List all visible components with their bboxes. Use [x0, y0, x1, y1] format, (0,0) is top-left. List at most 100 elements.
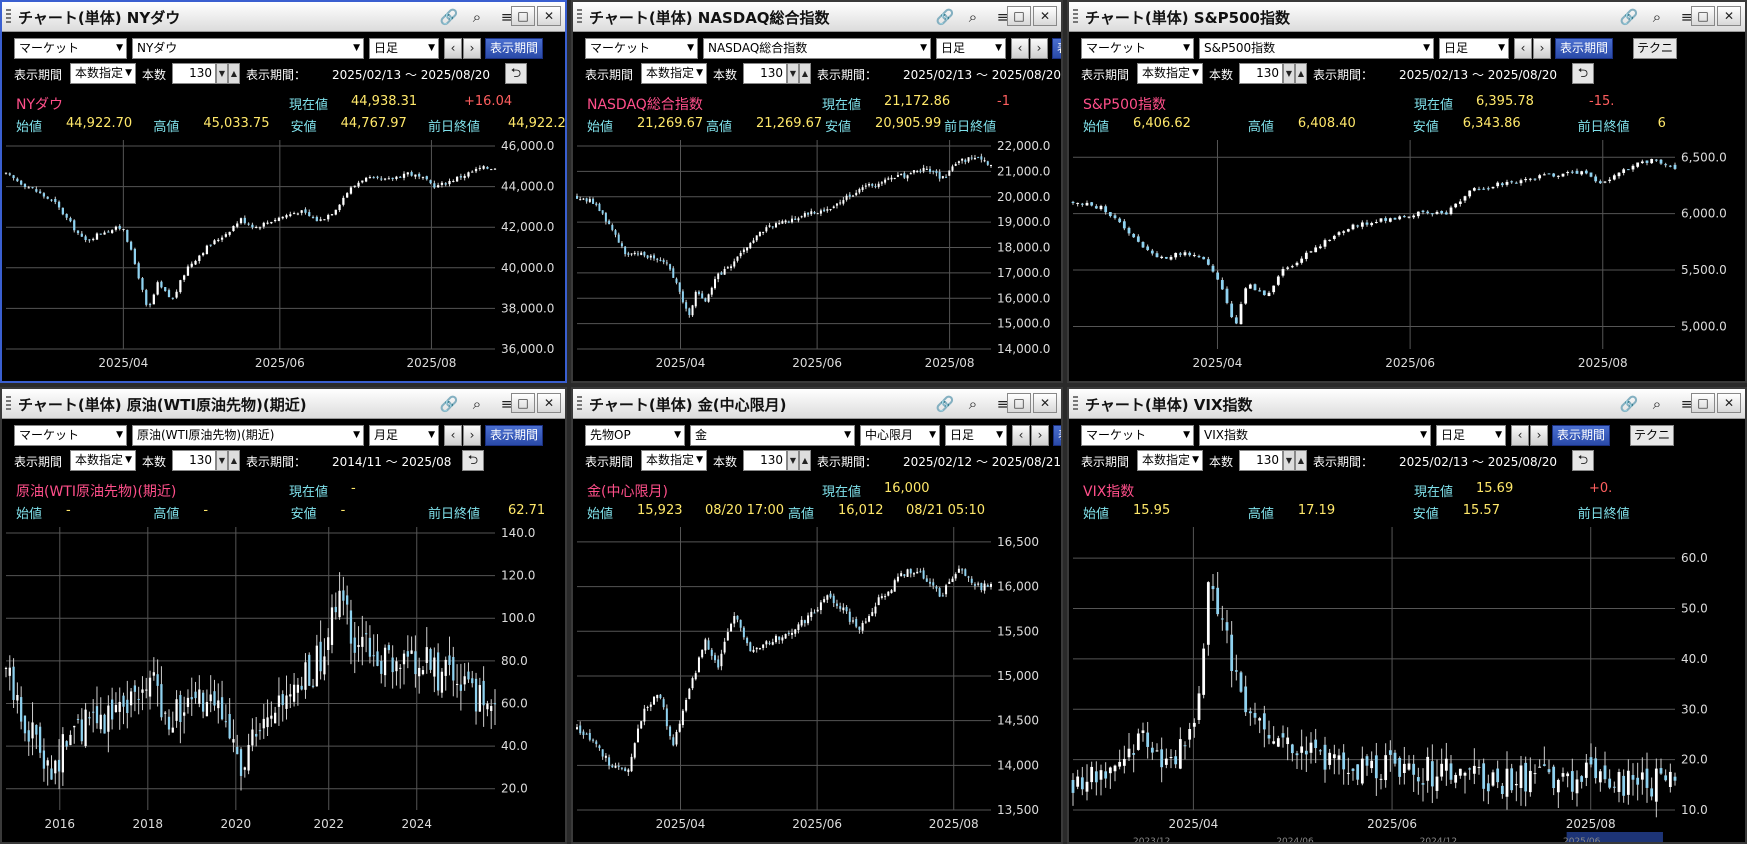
- symbol-select[interactable]: VIX指数 ▼: [1199, 425, 1431, 446]
- next-period-button[interactable]: ›: [1530, 425, 1548, 446]
- menu-icon[interactable]: ≡: [996, 8, 1010, 26]
- count-input[interactable]: 130: [172, 450, 216, 471]
- link-icon[interactable]: 🔗: [1619, 8, 1639, 26]
- count-input[interactable]: 130: [1239, 63, 1283, 84]
- panel-titlebar[interactable]: チャート(単体) NASDAQ総合指数 🔗 ⌕ ≡ □ ✕: [573, 2, 1061, 32]
- next-period-button[interactable]: ›: [1533, 38, 1551, 59]
- period-button[interactable]: 表示期間: [485, 425, 544, 446]
- count-down-icon[interactable]: ▼: [787, 450, 799, 471]
- period-mode-select[interactable]: 本数指定 ▼: [70, 450, 136, 471]
- prev-period-button[interactable]: ‹: [1012, 425, 1030, 446]
- price-chart[interactable]: 36,000.0 38,000.0 40,000.0 42,000.0 44,000.0…: [2, 140, 565, 381]
- count-input[interactable]: 130: [743, 450, 787, 471]
- count-up-icon[interactable]: ▲: [799, 450, 811, 471]
- period-button[interactable]: 表示期間: [1552, 425, 1611, 446]
- interval-select[interactable]: 日足 ▼: [945, 425, 1007, 446]
- count-down-icon[interactable]: ▼: [787, 63, 799, 84]
- refresh-icon[interactable]: ⮌: [1572, 63, 1594, 84]
- close-icon[interactable]: ✕: [1717, 393, 1741, 413]
- market-select[interactable]: マーケット ▼: [1081, 38, 1194, 59]
- period-mode-select[interactable]: 本数指定 ▼: [641, 63, 707, 84]
- menu-icon[interactable]: ≡: [1680, 395, 1694, 413]
- price-chart[interactable]: 5,000.0 5,500.0 6,000.0 6,500.0 2025/04 2025/…: [1069, 140, 1745, 381]
- price-chart[interactable]: 10.0 20.0 30.0 40.0 50.0 60.0 2025/04 2025/06 20…: [1069, 527, 1745, 842]
- period-mode-select[interactable]: 本数指定 ▼: [641, 450, 707, 471]
- panel-titlebar[interactable]: チャート(単体) NYダウ 🔗 ⌕ ≡ □ ✕: [2, 2, 565, 32]
- count-up-icon[interactable]: ▲: [228, 450, 240, 471]
- restore-icon[interactable]: □: [511, 393, 535, 413]
- prev-period-button[interactable]: ‹: [444, 38, 462, 59]
- panel-titlebar[interactable]: チャート(単体) VIX指数 🔗 ⌕ ≡ □ ✕: [1069, 389, 1745, 419]
- interval-select[interactable]: 月足 ▼: [369, 425, 439, 446]
- close-icon[interactable]: ✕: [537, 393, 561, 413]
- interval-select[interactable]: 日足 ▼: [936, 38, 1006, 59]
- search-icon[interactable]: ⌕: [472, 395, 482, 413]
- symbol-select[interactable]: NYダウ ▼: [132, 38, 364, 59]
- count-down-icon[interactable]: ▼: [1283, 63, 1295, 84]
- technical-button[interactable]: テクニ: [1630, 425, 1675, 446]
- period-button[interactable]: 表示期間: [1555, 38, 1614, 59]
- refresh-icon[interactable]: ⮌: [1572, 450, 1594, 471]
- menu-icon[interactable]: ≡: [996, 395, 1010, 413]
- restore-icon[interactable]: □: [511, 6, 535, 26]
- count-input[interactable]: 130: [172, 63, 216, 84]
- next-period-button[interactable]: ›: [463, 38, 481, 59]
- drag-grip-icon[interactable]: [1073, 9, 1078, 25]
- search-icon[interactable]: ⌕: [472, 8, 482, 26]
- link-icon[interactable]: 🔗: [439, 395, 459, 413]
- drag-grip-icon[interactable]: [577, 396, 582, 412]
- interval-select[interactable]: 日足 ▼: [1436, 425, 1506, 446]
- count-up-icon[interactable]: ▲: [1295, 63, 1307, 84]
- drag-grip-icon[interactable]: [577, 9, 582, 25]
- contract-select[interactable]: 中心限月 ▼: [860, 425, 940, 446]
- next-period-button[interactable]: ›: [463, 425, 481, 446]
- close-icon[interactable]: ✕: [1033, 6, 1057, 26]
- prev-period-button[interactable]: ‹: [1514, 38, 1532, 59]
- restore-icon[interactable]: □: [1691, 6, 1715, 26]
- symbol-select[interactable]: 金 ▼: [690, 425, 855, 446]
- symbol-select[interactable]: NASDAQ総合指数 ▼: [703, 38, 931, 59]
- count-down-icon[interactable]: ▼: [216, 63, 228, 84]
- menu-icon[interactable]: ≡: [500, 395, 514, 413]
- link-icon[interactable]: 🔗: [1619, 395, 1639, 413]
- next-period-button[interactable]: ›: [1031, 425, 1049, 446]
- close-icon[interactable]: ✕: [1717, 6, 1741, 26]
- price-chart[interactable]: 20.0 40.0 60.0 80.0 100.0 120.0 140.0 2016 2018 2…: [2, 527, 565, 842]
- price-chart[interactable]: 14,000.0 15,000.0 16,000.0 17,000.0 18,000.0…: [573, 140, 1061, 381]
- symbol-select[interactable]: S&P500指数 ▼: [1199, 38, 1434, 59]
- period-button[interactable]: 表示期間: [1053, 425, 1061, 446]
- count-input[interactable]: 130: [1239, 450, 1283, 471]
- menu-icon[interactable]: ≡: [1680, 8, 1694, 26]
- overview-selection-handle[interactable]: [1566, 832, 1663, 842]
- menu-icon[interactable]: ≡: [500, 8, 514, 26]
- period-mode-select[interactable]: 本数指定 ▼: [70, 63, 136, 84]
- period-mode-select[interactable]: 本数指定 ▼: [1137, 450, 1203, 471]
- period-mode-select[interactable]: 本数指定 ▼: [1137, 63, 1203, 84]
- count-up-icon[interactable]: ▲: [228, 63, 240, 84]
- refresh-icon[interactable]: ⮌: [462, 450, 484, 471]
- market-select[interactable]: 先物OP ▼: [585, 425, 685, 446]
- restore-icon[interactable]: □: [1007, 393, 1031, 413]
- period-button[interactable]: 表示期間: [1052, 38, 1061, 59]
- refresh-icon[interactable]: ⮌: [505, 63, 527, 84]
- market-select[interactable]: マーケット ▼: [14, 425, 127, 446]
- search-icon[interactable]: ⌕: [1652, 8, 1662, 26]
- link-icon[interactable]: 🔗: [439, 8, 459, 26]
- close-icon[interactable]: ✕: [537, 6, 561, 26]
- period-button[interactable]: 表示期間: [485, 38, 544, 59]
- count-input[interactable]: 130: [743, 63, 787, 84]
- interval-select[interactable]: 日足 ▼: [369, 38, 439, 59]
- next-period-button[interactable]: ›: [1030, 38, 1048, 59]
- drag-grip-icon[interactable]: [6, 396, 11, 412]
- prev-period-button[interactable]: ‹: [1011, 38, 1029, 59]
- restore-icon[interactable]: □: [1691, 393, 1715, 413]
- count-up-icon[interactable]: ▲: [1295, 450, 1307, 471]
- drag-grip-icon[interactable]: [1073, 396, 1078, 412]
- panel-titlebar[interactable]: チャート(単体) S&P500指数 🔗 ⌕ ≡ □ ✕: [1069, 2, 1745, 32]
- prev-period-button[interactable]: ‹: [1511, 425, 1529, 446]
- market-select[interactable]: マーケット ▼: [14, 38, 127, 59]
- interval-select[interactable]: 日足 ▼: [1439, 38, 1509, 59]
- search-icon[interactable]: ⌕: [968, 395, 978, 413]
- panel-titlebar[interactable]: チャート(単体) 金(中心限月) 🔗 ⌕ ≡ □ ✕: [573, 389, 1061, 419]
- search-icon[interactable]: ⌕: [1652, 395, 1662, 413]
